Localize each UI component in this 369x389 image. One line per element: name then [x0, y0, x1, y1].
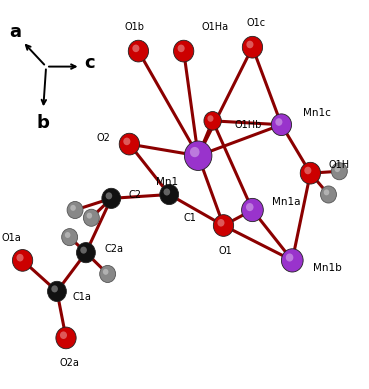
Circle shape — [70, 205, 76, 211]
Circle shape — [48, 281, 66, 301]
Circle shape — [106, 192, 112, 200]
Text: O1c: O1c — [246, 18, 266, 28]
Circle shape — [13, 249, 33, 271]
Text: c: c — [84, 54, 95, 72]
Circle shape — [246, 41, 254, 48]
Circle shape — [67, 202, 83, 219]
Text: O1b: O1b — [125, 22, 145, 32]
Circle shape — [271, 114, 292, 136]
Circle shape — [173, 40, 194, 62]
Text: Mn1b: Mn1b — [313, 263, 342, 273]
Circle shape — [300, 162, 321, 184]
Circle shape — [62, 229, 77, 246]
Circle shape — [246, 203, 254, 211]
Circle shape — [56, 327, 76, 349]
Circle shape — [335, 166, 340, 172]
Circle shape — [51, 286, 58, 293]
Circle shape — [331, 163, 347, 180]
Circle shape — [242, 36, 263, 58]
Circle shape — [60, 331, 67, 339]
Circle shape — [65, 232, 70, 238]
Text: O1H: O1H — [328, 160, 349, 170]
Circle shape — [282, 249, 303, 272]
Circle shape — [17, 254, 24, 261]
Text: O2: O2 — [97, 133, 111, 143]
Text: O2a: O2a — [60, 358, 80, 368]
Text: C1: C1 — [184, 213, 197, 223]
Circle shape — [80, 247, 87, 254]
Circle shape — [132, 45, 139, 52]
Circle shape — [213, 215, 234, 237]
Circle shape — [83, 209, 99, 226]
Circle shape — [119, 133, 139, 155]
Circle shape — [207, 115, 214, 122]
Circle shape — [100, 265, 115, 282]
Circle shape — [242, 198, 263, 222]
Circle shape — [76, 243, 95, 263]
Text: O1a: O1a — [2, 233, 21, 243]
Circle shape — [324, 189, 329, 195]
Text: O1Hb: O1Hb — [234, 120, 262, 130]
Circle shape — [321, 186, 337, 203]
Circle shape — [128, 40, 149, 62]
Circle shape — [275, 118, 282, 126]
Circle shape — [177, 45, 185, 52]
Circle shape — [217, 219, 224, 227]
Text: Mn1: Mn1 — [156, 177, 178, 187]
Circle shape — [190, 147, 200, 157]
Circle shape — [304, 166, 311, 174]
Text: Mn1c: Mn1c — [303, 108, 331, 118]
Text: Mn1a: Mn1a — [272, 197, 301, 207]
Circle shape — [286, 253, 293, 261]
Text: C2: C2 — [129, 189, 142, 200]
Circle shape — [103, 269, 108, 275]
Circle shape — [163, 188, 170, 196]
Text: a: a — [9, 23, 21, 41]
Text: O1Ha: O1Ha — [202, 23, 229, 32]
Circle shape — [123, 138, 130, 145]
Text: O1: O1 — [218, 246, 232, 256]
Text: C1a: C1a — [72, 292, 91, 302]
Text: C2a: C2a — [104, 244, 123, 254]
Circle shape — [204, 112, 221, 130]
Text: b: b — [36, 114, 49, 132]
Circle shape — [160, 184, 179, 205]
Circle shape — [184, 141, 212, 170]
Circle shape — [102, 188, 121, 209]
Circle shape — [87, 213, 92, 219]
